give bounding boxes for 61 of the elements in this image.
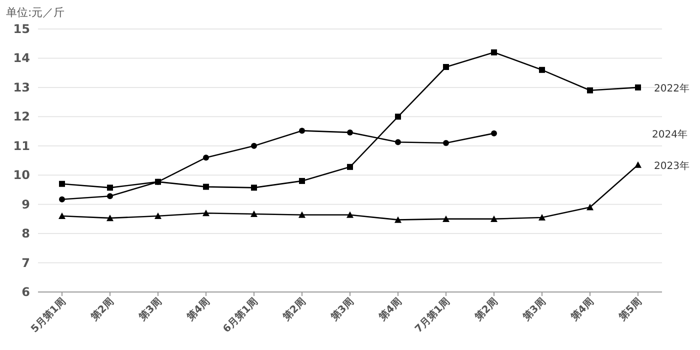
point	[347, 164, 353, 170]
point	[347, 129, 353, 136]
x-tick-label: 第3周	[136, 296, 164, 324]
point	[154, 212, 162, 220]
point	[587, 87, 593, 94]
point	[250, 210, 258, 217]
x-tick-label: 第2周	[88, 296, 116, 324]
x-tick-label: 第4周	[568, 296, 596, 324]
x-tick-label: 5月第1周	[28, 296, 68, 336]
y-tick-label: 11	[13, 138, 30, 153]
point	[442, 215, 450, 222]
point	[203, 154, 209, 161]
point	[491, 130, 497, 136]
point	[203, 184, 209, 190]
point	[346, 211, 354, 218]
point	[299, 178, 305, 184]
x-tick-label: 6月第1周	[220, 296, 260, 336]
point	[395, 114, 401, 120]
point	[394, 216, 402, 223]
point	[107, 184, 113, 191]
y-axis-title: 单位:元／斤	[6, 6, 65, 19]
point	[634, 161, 642, 168]
point	[491, 49, 497, 56]
point	[395, 139, 401, 146]
point	[443, 140, 449, 146]
y-tick-label: 6	[22, 285, 30, 299]
point	[299, 128, 305, 134]
series-label: 2023年	[654, 160, 690, 172]
x-tick-label: 7月第1周	[412, 296, 452, 336]
y-tick-label: 14	[13, 51, 30, 66]
y-tick-label: 13	[13, 80, 30, 94]
x-tick-label: 第5周	[616, 296, 644, 324]
x-tick-label: 第4周	[184, 296, 212, 324]
y-tick-label: 8	[22, 226, 30, 241]
point	[490, 215, 498, 222]
y-tick-label: 7	[22, 256, 30, 270]
point	[635, 84, 641, 90]
text: 2024年	[652, 128, 688, 140]
x-tick-label: 第3周	[328, 296, 356, 324]
series-label: 2022年	[654, 82, 690, 94]
point	[539, 66, 545, 73]
y-tick-label: 12	[13, 110, 30, 124]
y-tick-label: 10	[13, 168, 30, 182]
y-tick-label: 15	[13, 22, 30, 36]
x-tick-label: 第2周	[472, 296, 500, 324]
point	[58, 212, 66, 220]
point	[251, 142, 257, 149]
point	[59, 196, 65, 202]
point	[202, 210, 210, 216]
point	[106, 214, 114, 222]
point	[443, 64, 449, 70]
point	[586, 204, 594, 210]
x-tick-label: 第4周	[376, 296, 404, 324]
point	[298, 211, 306, 218]
point	[251, 184, 257, 191]
x-tick-label: 第3周	[520, 296, 548, 324]
x-tick-label: 第2周	[280, 296, 308, 324]
point	[59, 180, 65, 187]
point	[107, 193, 113, 200]
point	[538, 214, 546, 220]
y-tick-label: 9	[22, 197, 30, 212]
